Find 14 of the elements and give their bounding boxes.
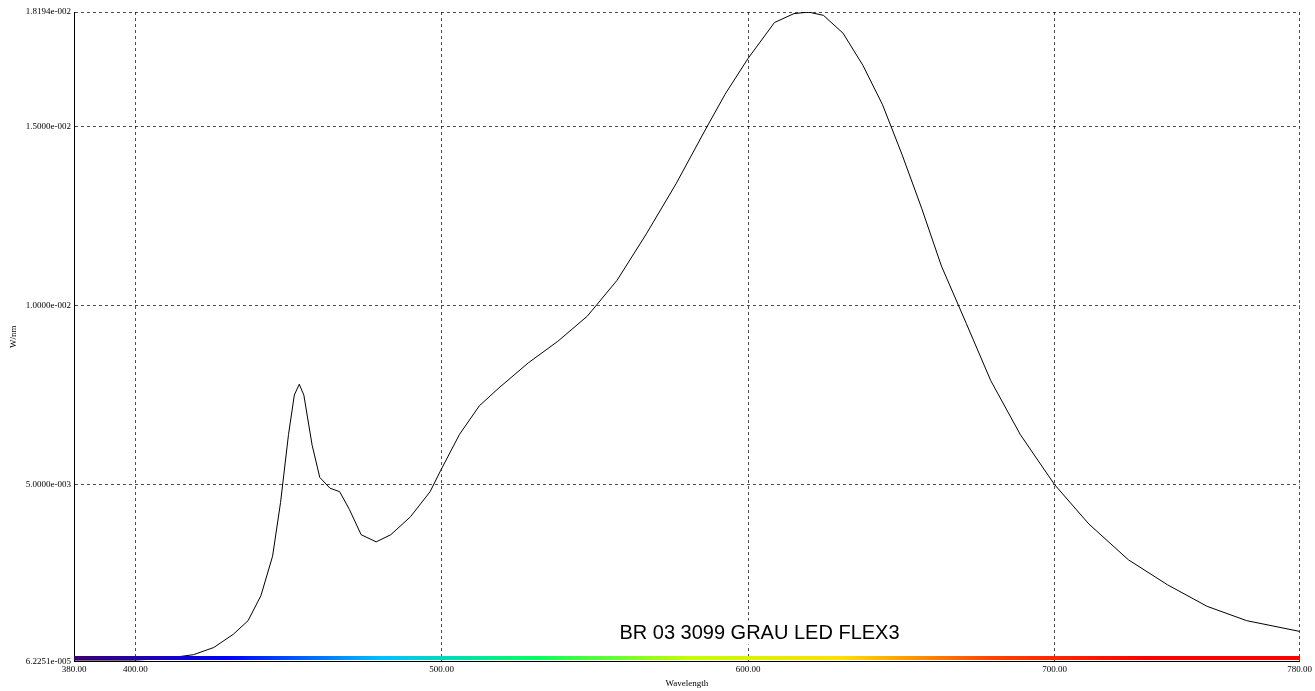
x-tick-label: 400.00 <box>122 664 149 675</box>
x-tick-label: 380.00 <box>61 664 87 675</box>
x-tick-label: 500.00 <box>429 664 455 675</box>
y-tick-label: 5.0000e-003 <box>25 478 72 489</box>
x-tick-label: 700.00 <box>1042 664 1068 675</box>
y-tick-label: 1.5000e-002 <box>25 120 72 131</box>
x-tick-label: 600.00 <box>735 664 761 675</box>
y-tick-label: 1.0000e-002 <box>25 299 72 310</box>
x-tick-label: 780.00 <box>1287 664 1313 675</box>
y-tick-label: 6.2251e-005 <box>25 655 72 666</box>
y-tick-label: 1.8194e-002 <box>25 6 72 17</box>
y-axis-title: W/nm <box>7 325 18 348</box>
x-axis-title: Wavelength <box>665 677 709 688</box>
annotation: BR 03 3099 GRAU LED FLEX3 <box>619 621 900 644</box>
